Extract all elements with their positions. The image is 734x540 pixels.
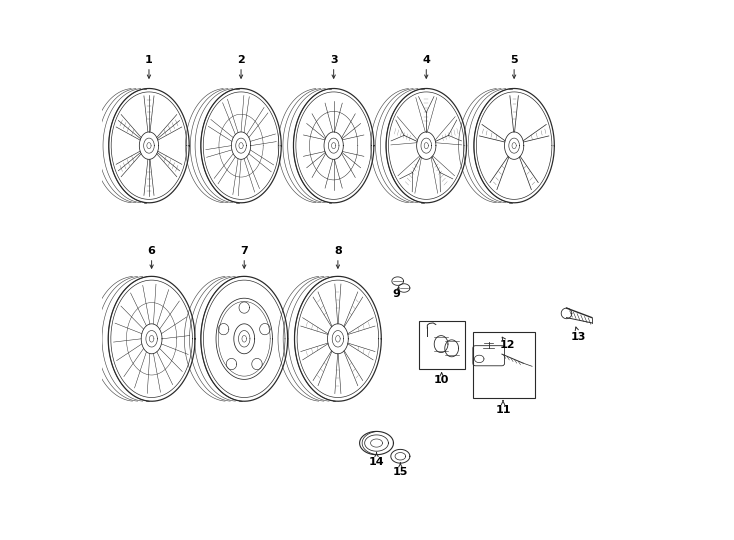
- Text: 5: 5: [510, 56, 518, 65]
- Bar: [419, 321, 465, 369]
- Text: 11: 11: [495, 404, 511, 415]
- Text: 9: 9: [393, 289, 401, 299]
- Text: 10: 10: [434, 375, 449, 385]
- Text: 13: 13: [571, 332, 586, 342]
- Text: 15: 15: [393, 467, 408, 477]
- Text: 8: 8: [334, 246, 342, 256]
- Text: 4: 4: [422, 56, 430, 65]
- Bar: [473, 332, 535, 398]
- Text: 14: 14: [368, 457, 385, 467]
- Text: 1: 1: [145, 56, 153, 65]
- Text: 6: 6: [148, 246, 156, 256]
- Text: 2: 2: [237, 56, 245, 65]
- Text: 7: 7: [240, 246, 248, 256]
- Text: 12: 12: [500, 340, 515, 350]
- Text: 3: 3: [330, 56, 338, 65]
